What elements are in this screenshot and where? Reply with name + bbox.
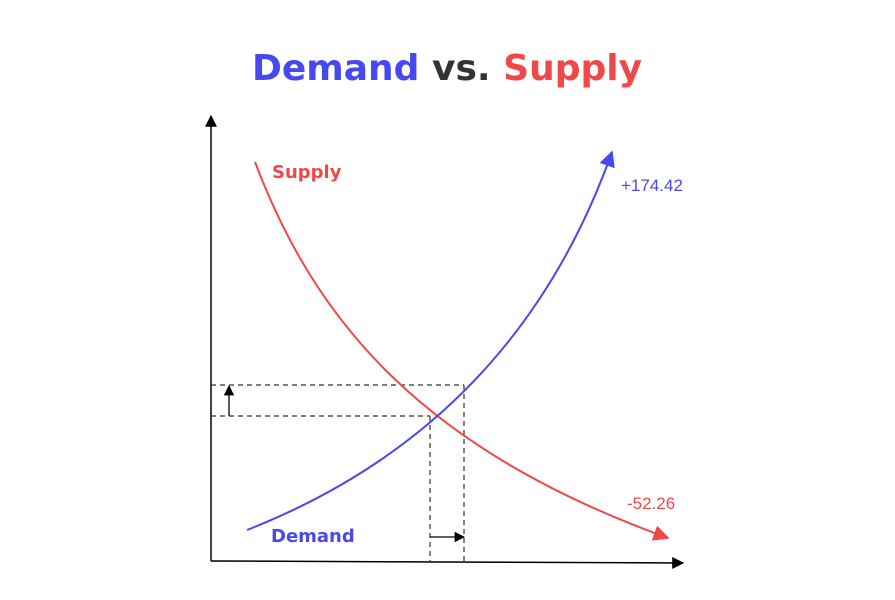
supply-label: Supply bbox=[272, 162, 342, 183]
demand-curve bbox=[246, 150, 615, 531]
x-axis bbox=[210, 556, 685, 569]
demand-annotation: +174.42 bbox=[621, 176, 683, 195]
title: Demand vs. Supply bbox=[252, 48, 642, 89]
supply-annotation: -52.26 bbox=[627, 494, 675, 513]
demand-label: Demand bbox=[271, 526, 355, 547]
guide-lines bbox=[211, 384, 465, 561]
title-supply: Supply bbox=[503, 48, 642, 89]
supply-curve bbox=[254, 161, 670, 541]
title-demand: Demand bbox=[252, 48, 420, 89]
title-vs: vs. bbox=[432, 48, 491, 89]
